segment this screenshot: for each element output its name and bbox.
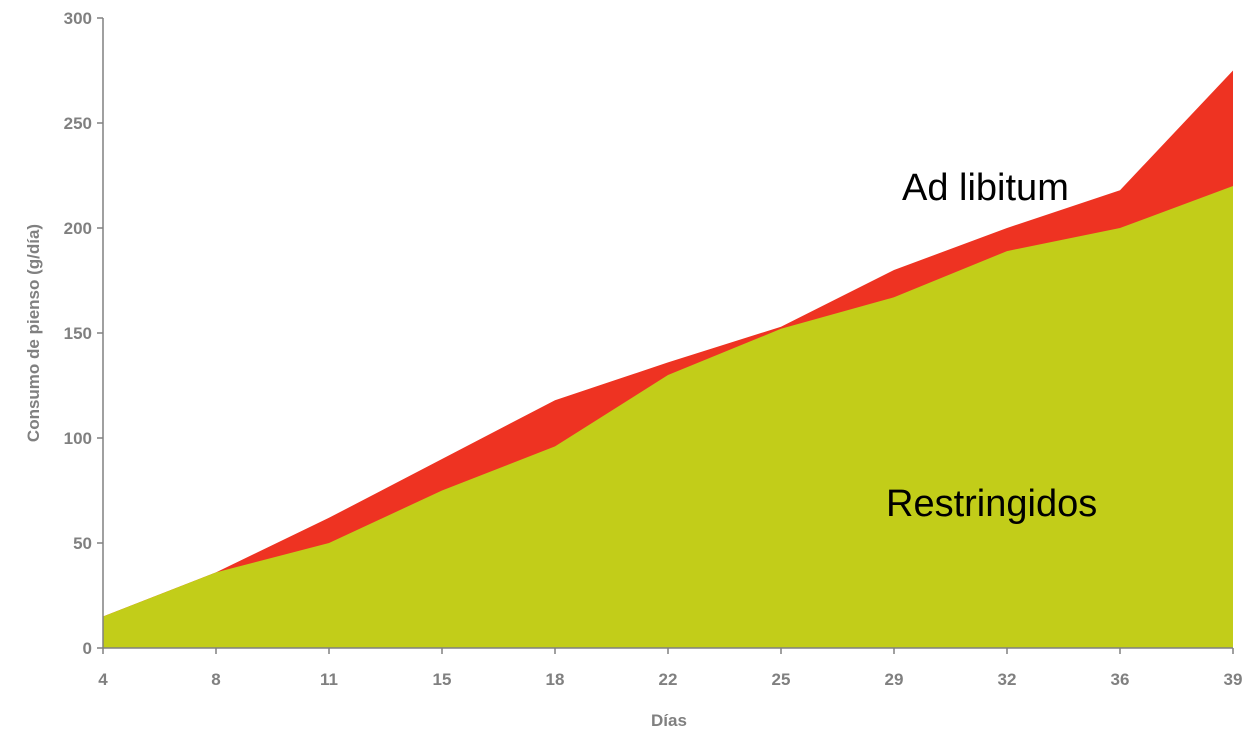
x-tick-label: 32 — [998, 670, 1017, 689]
y-tick-label: 250 — [64, 114, 92, 133]
y-axis-ticks: 0 50 100 150 200 250 300 — [64, 9, 103, 658]
y-tick-label: 0 — [83, 639, 92, 658]
x-tick-label: 22 — [659, 670, 678, 689]
x-tick-label: 4 — [98, 670, 108, 689]
x-axis-ticks: 4 8 11 15 18 22 25 29 32 36 39 — [98, 648, 1242, 689]
y-tick-label: 50 — [73, 534, 92, 553]
annotation-ad-libitum: Ad libitum — [902, 167, 1069, 209]
y-axis-title: Consumo de pienso (g/día) — [24, 224, 43, 442]
x-tick-label: 18 — [546, 670, 565, 689]
x-tick-label: 36 — [1111, 670, 1130, 689]
x-tick-label: 11 — [320, 670, 338, 689]
x-tick-label: 8 — [211, 670, 220, 689]
x-tick-label: 39 — [1224, 670, 1243, 689]
area-restringidos — [103, 186, 1233, 648]
x-tick-label: 29 — [885, 670, 904, 689]
y-tick-label: 200 — [64, 219, 92, 238]
annotation-restringidos: Restringidos — [886, 483, 1097, 525]
x-tick-label: 25 — [772, 670, 791, 689]
y-tick-label: 300 — [64, 9, 92, 28]
y-tick-label: 100 — [64, 429, 92, 448]
axes: 0 50 100 150 200 250 300 4 8 11 15 18 22 25 29 32 36 39 — [64, 9, 1243, 689]
x-axis-title: Días — [651, 711, 687, 730]
y-tick-label: 150 — [64, 324, 92, 343]
area-layer — [103, 70, 1233, 648]
x-tick-label: 15 — [433, 670, 452, 689]
